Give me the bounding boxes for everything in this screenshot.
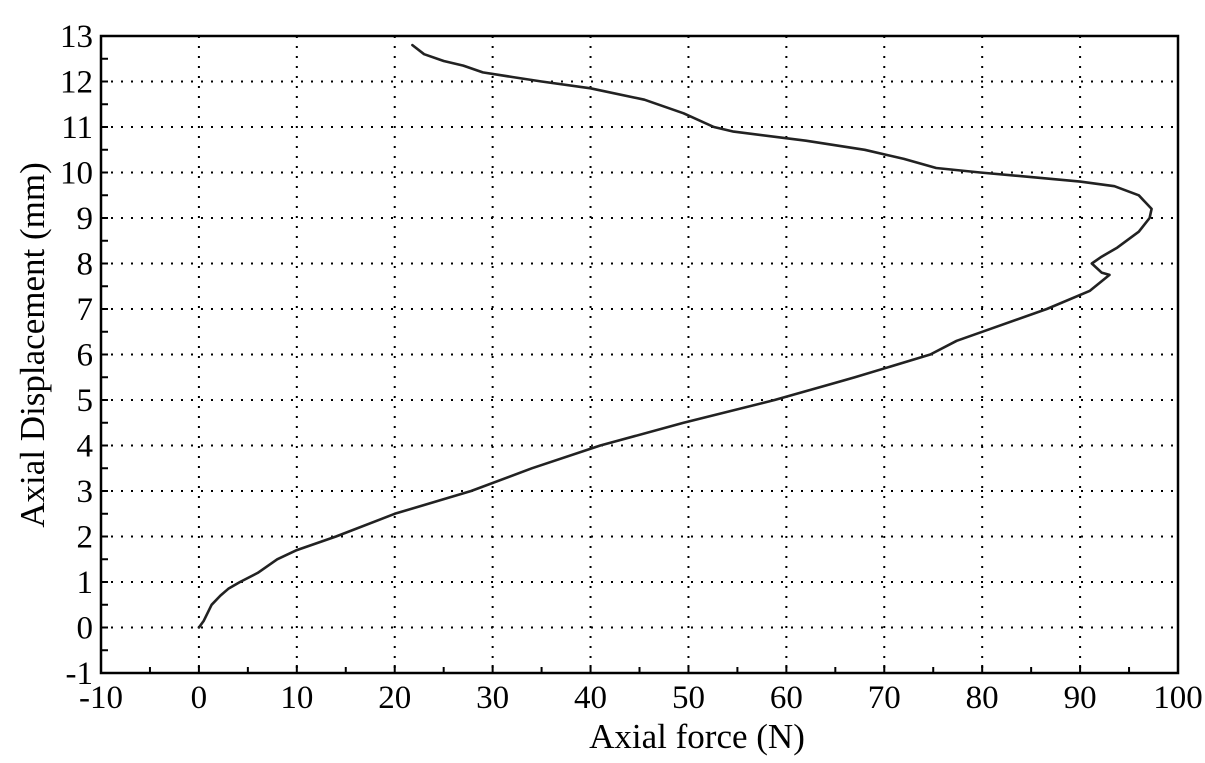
x-tick-label: 100 [1153, 680, 1203, 716]
axes [99, 34, 1180, 675]
y-tick-label: 12 [60, 65, 93, 101]
y-tick-label: 4 [77, 429, 94, 465]
grid [101, 36, 1178, 673]
y-axis-title: Axial Displacement (mm) [13, 162, 52, 527]
x-tick-label: 50 [672, 680, 705, 716]
x-tick-labels: -10 0 10 20 30 40 50 60 70 80 90 100 [79, 680, 1203, 716]
y-tick-label: 6 [77, 338, 94, 374]
y-tick-label: 1 [77, 565, 94, 601]
x-tick-label: 70 [868, 680, 901, 716]
y-tick-label: 0 [77, 611, 94, 647]
x-tick-label: 60 [770, 680, 803, 716]
y-tick-label: -1 [66, 656, 94, 692]
x-tick-label: 40 [574, 680, 607, 716]
y-tick-label: 13 [60, 19, 93, 55]
y-tick-label: 3 [77, 474, 94, 510]
x-tick-label: 10 [280, 680, 313, 716]
x-tick-label: 30 [476, 680, 509, 716]
y-tick-label: 8 [77, 247, 94, 283]
series-line [197, 43, 1153, 629]
y-tick-label: 10 [60, 156, 93, 192]
x-tick-label: -10 [79, 680, 123, 716]
x-tick-label: 20 [378, 680, 411, 716]
x-tick-label: 0 [191, 680, 208, 716]
y-tick-label: 2 [77, 520, 94, 556]
y-tick-label: 7 [77, 292, 94, 328]
y-tick-label: 5 [77, 383, 94, 419]
x-tick-label: 90 [1064, 680, 1097, 716]
x-tick-label: 80 [966, 680, 999, 716]
y-tick-label: 9 [77, 201, 94, 237]
y-tick-label: 11 [61, 110, 93, 146]
x-axis-title: Axial force (N) [589, 717, 805, 756]
